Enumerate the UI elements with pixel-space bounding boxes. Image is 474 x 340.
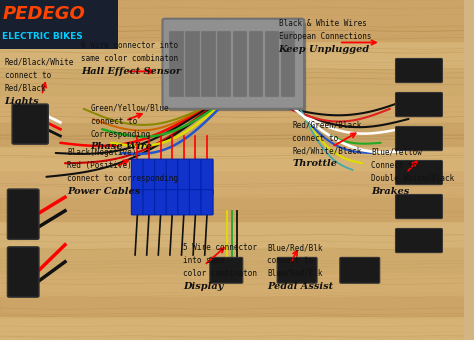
FancyBboxPatch shape	[8, 189, 39, 239]
FancyBboxPatch shape	[143, 159, 155, 194]
FancyBboxPatch shape	[163, 19, 304, 109]
Text: Black & White Wires: Black & White Wires	[279, 19, 366, 28]
FancyBboxPatch shape	[178, 190, 190, 215]
FancyBboxPatch shape	[277, 257, 317, 283]
FancyBboxPatch shape	[395, 92, 442, 117]
Bar	[249, 31, 264, 97]
Text: Red/Black: Red/Black	[5, 84, 46, 92]
Text: Red/White/Black: Red/White/Black	[292, 147, 362, 155]
Text: Blue/Red/Blk: Blue/Red/Blk	[267, 243, 322, 252]
FancyBboxPatch shape	[395, 126, 442, 151]
Text: Lights: Lights	[5, 97, 39, 105]
FancyBboxPatch shape	[395, 194, 442, 219]
FancyBboxPatch shape	[201, 159, 213, 194]
FancyBboxPatch shape	[131, 190, 144, 215]
Text: ELECTRIC BIKES: ELECTRIC BIKES	[2, 32, 83, 41]
FancyBboxPatch shape	[131, 159, 144, 194]
Bar	[0, 68, 464, 95]
Bar	[0, 0, 118, 49]
FancyBboxPatch shape	[8, 247, 39, 297]
FancyBboxPatch shape	[166, 190, 178, 215]
Text: connect to: connect to	[267, 256, 313, 265]
Bar	[201, 31, 216, 97]
Bar	[0, 0, 464, 41]
Text: Double White/Black: Double White/Black	[371, 174, 455, 183]
Text: Green/Yellow/Blue: Green/Yellow/Blue	[91, 104, 169, 113]
Text: connect to: connect to	[91, 117, 137, 125]
Text: Throttle: Throttle	[292, 159, 337, 168]
Bar	[0, 272, 464, 296]
Text: Display: Display	[183, 282, 224, 291]
Bar	[233, 31, 247, 97]
Bar	[0, 95, 464, 122]
Bar	[185, 31, 200, 97]
Bar	[0, 221, 464, 248]
Bar	[265, 31, 279, 97]
Text: 5 Wire connector: 5 Wire connector	[183, 243, 257, 252]
Bar	[217, 31, 231, 97]
Text: into same: into same	[183, 256, 225, 265]
FancyBboxPatch shape	[210, 257, 243, 283]
Text: Keep Unplugged: Keep Unplugged	[279, 45, 370, 53]
Bar	[169, 23, 305, 110]
Text: Red (Positive): Red (Positive)	[67, 161, 132, 170]
FancyBboxPatch shape	[155, 190, 167, 215]
Text: European Connections: European Connections	[279, 32, 371, 40]
Text: Corresponding: Corresponding	[91, 130, 151, 138]
Bar	[0, 170, 464, 197]
Text: Red/Green/Black: Red/Green/Black	[292, 121, 362, 130]
FancyBboxPatch shape	[190, 159, 201, 194]
Text: connect to: connect to	[292, 134, 339, 142]
FancyBboxPatch shape	[143, 190, 155, 215]
Bar	[0, 316, 464, 340]
Text: Phase Wire: Phase Wire	[91, 142, 153, 151]
FancyBboxPatch shape	[155, 159, 167, 194]
FancyBboxPatch shape	[166, 159, 178, 194]
Text: 6 Wire connector into: 6 Wire connector into	[81, 41, 178, 50]
Bar	[0, 146, 464, 170]
Bar	[169, 31, 183, 97]
Text: Connect to: Connect to	[371, 161, 418, 170]
Bar	[281, 31, 295, 97]
Bar	[0, 197, 464, 221]
FancyBboxPatch shape	[395, 160, 442, 185]
Text: Red/Black/White: Red/Black/White	[5, 58, 74, 67]
FancyBboxPatch shape	[12, 104, 48, 144]
Bar	[0, 296, 464, 316]
Text: Hall Effect Sensor: Hall Effect Sensor	[81, 67, 181, 75]
Text: Pedal Assist: Pedal Assist	[267, 282, 333, 291]
Bar	[0, 122, 464, 146]
FancyBboxPatch shape	[201, 190, 213, 215]
Text: same color combinaton: same color combinaton	[81, 54, 178, 63]
Text: Black(Negative): Black(Negative)	[67, 148, 137, 157]
Text: connect to: connect to	[5, 71, 51, 80]
Text: Blue/Yellow: Blue/Yellow	[371, 148, 422, 157]
FancyBboxPatch shape	[395, 228, 442, 253]
Text: connect to corresponding: connect to corresponding	[67, 174, 178, 183]
FancyBboxPatch shape	[178, 159, 190, 194]
Text: color combinaton: color combinaton	[183, 269, 257, 278]
FancyBboxPatch shape	[190, 190, 201, 215]
Text: Brakes: Brakes	[371, 187, 410, 196]
Text: Blue/Red/Blk: Blue/Red/Blk	[267, 269, 322, 278]
Text: Power Cables: Power Cables	[67, 187, 141, 196]
Bar	[0, 248, 464, 272]
FancyBboxPatch shape	[340, 257, 380, 283]
Bar	[0, 41, 464, 68]
Text: PEDEGO: PEDEGO	[2, 5, 85, 23]
FancyBboxPatch shape	[395, 58, 442, 83]
